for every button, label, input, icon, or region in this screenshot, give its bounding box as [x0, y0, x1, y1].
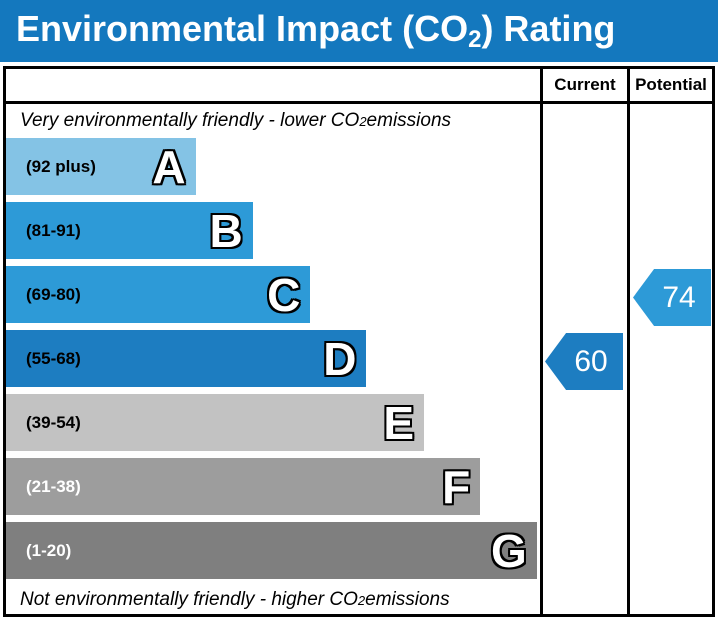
band-f: (21-38) F — [6, 458, 481, 515]
potential-rating-arrow: 74 — [633, 269, 711, 326]
band-b-range: (81-91) — [26, 220, 81, 240]
current-column: 60 — [540, 104, 627, 614]
bottom-note-suffix: emissions — [365, 589, 450, 610]
band-d: (55-68) D — [6, 330, 367, 387]
band-a: (92 plus) A — [6, 138, 196, 195]
current-rating-arrow: 60 — [545, 333, 623, 390]
band-a-range: (92 plus) — [26, 156, 96, 176]
band-b: (81-91) B — [6, 202, 253, 259]
bands-column-header — [6, 69, 540, 101]
top-note-text: Very environmentally friendly - lower CO — [20, 110, 360, 131]
band-c-letter: C — [267, 268, 301, 321]
top-note-subscript: 2 — [359, 113, 367, 129]
band-g: (1-20) G — [6, 522, 537, 579]
top-note: Very environmentally friendly - lower CO… — [6, 104, 540, 138]
band-d-range: (55-68) — [26, 348, 81, 368]
band-e: (39-54) E — [6, 394, 425, 451]
bottom-note-subscript: 2 — [357, 592, 366, 608]
band-c: (69-80) C — [6, 266, 311, 323]
band-f-letter: F — [442, 460, 471, 513]
band-g-range: (1-20) — [26, 540, 72, 560]
bottom-note-text: Not environmentally friendly - higher CO — [20, 589, 358, 610]
band-e-letter: E — [383, 396, 415, 449]
top-note-suffix: emissions — [366, 110, 452, 131]
rating-table-body: Very environmentally friendly - lower CO… — [6, 104, 712, 614]
current-rating-value: 60 — [574, 344, 608, 378]
rating-table: Current Potential Very environmentally f… — [3, 66, 715, 617]
chart-title-subscript: 2 — [468, 26, 482, 53]
band-a-letter: A — [152, 140, 186, 193]
rating-table-header-row: Current Potential — [6, 69, 712, 104]
band-d-letter: D — [323, 332, 357, 385]
chart-title-suffix: ) Rating — [481, 8, 616, 49]
chart-title: Environmental Impact (CO2) Rating — [16, 8, 615, 54]
chart-title-bar: Environmental Impact (CO2) Rating — [0, 0, 718, 62]
current-column-header: Current — [540, 69, 627, 101]
band-c-range: (69-80) — [26, 284, 81, 304]
band-e-range: (39-54) — [26, 412, 81, 432]
band-f-range: (21-38) — [26, 476, 81, 496]
band-g-letter: G — [491, 524, 527, 577]
potential-column: 74 — [627, 104, 712, 614]
band-b-letter: B — [209, 204, 243, 257]
bands-column: Very environmentally friendly - lower CO… — [6, 104, 540, 614]
chart-title-prefix: Environmental Impact (CO — [16, 8, 469, 49]
bottom-note: Not environmentally friendly - higher CO… — [6, 586, 540, 614]
potential-rating-value: 74 — [662, 280, 696, 314]
potential-column-header: Potential — [627, 69, 712, 101]
